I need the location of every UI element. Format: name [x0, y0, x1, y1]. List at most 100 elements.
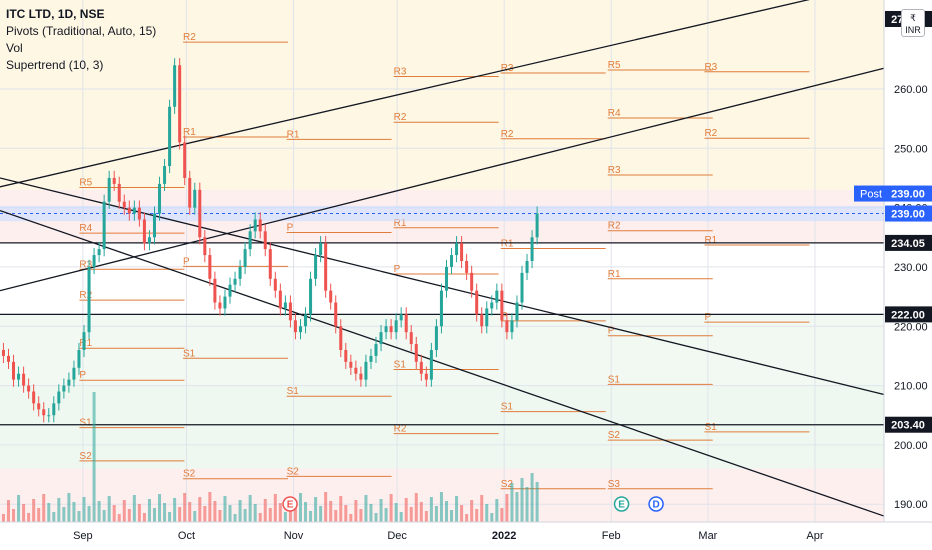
pivot-label: P [501, 311, 508, 322]
pivot-label: R5 [79, 177, 92, 188]
currency-button[interactable]: ₹ INR [901, 9, 925, 37]
pivot-label: R3 [608, 165, 621, 176]
post-label: Post [860, 189, 882, 201]
currency-label: INR [905, 25, 921, 35]
candle [163, 166, 167, 184]
volume-bar [27, 513, 31, 522]
candle [137, 207, 141, 220]
pivot-label: S2 [79, 451, 92, 462]
candle [424, 373, 428, 380]
event-label: E [618, 500, 625, 511]
pivot-label: R2 [608, 221, 621, 232]
trend-line [0, 177, 885, 396]
candle [268, 249, 272, 279]
pivot-label: S1 [183, 348, 196, 359]
volume-bar [1, 514, 5, 522]
volume-bar [500, 508, 504, 522]
candle [293, 320, 297, 333]
candle [470, 272, 474, 291]
volume-bar [203, 506, 207, 522]
candle [505, 320, 509, 333]
candle [183, 142, 187, 178]
volume-bar [460, 505, 464, 522]
candle [208, 255, 212, 279]
volume-bar [62, 507, 66, 522]
candle [485, 308, 489, 327]
pivot-label: S1 [287, 386, 300, 397]
volume-bar [12, 509, 16, 522]
pivot-label: P [287, 223, 294, 234]
candle [394, 320, 398, 333]
volume-bar [434, 506, 438, 522]
candle [369, 355, 373, 362]
candle [263, 231, 267, 250]
candle [12, 361, 16, 380]
pivot-label: R4 [79, 223, 92, 234]
volume-bar [198, 497, 202, 522]
volume-bar [273, 494, 277, 522]
price-tick-label: 190.00 [894, 499, 928, 511]
volume-bar [142, 513, 146, 522]
time-axis-label: Feb [602, 530, 621, 542]
currency-icon: ₹ [910, 13, 916, 23]
volume-bar [505, 494, 509, 522]
indicator-pivots[interactable]: Pivots (Traditional, Auto, 15) [6, 24, 157, 38]
candle [47, 415, 51, 417]
price-badge [885, 306, 932, 323]
volume-bar [57, 498, 61, 522]
candle [535, 213, 539, 238]
candle [117, 183, 121, 202]
pivot-label: P [704, 312, 711, 323]
candle [273, 278, 277, 291]
volume-bar [304, 502, 308, 522]
price-badge-label: 234.05 [891, 238, 925, 250]
volume-bar [450, 510, 454, 522]
pivot-label: S2 [501, 479, 514, 490]
pivot-label: R1 [704, 235, 717, 246]
candle [465, 261, 469, 273]
candle [495, 290, 499, 303]
volume-bar [112, 505, 116, 522]
volume-bar [495, 499, 499, 522]
candle [92, 255, 96, 267]
candle [334, 302, 338, 327]
volume-bar [334, 510, 338, 522]
time-axis-label: Oct [178, 530, 195, 542]
price-tick-label: 200.00 [894, 440, 928, 452]
pivot-label: S1 [394, 360, 407, 371]
volume-bar [263, 499, 267, 522]
volume-bar [394, 503, 398, 522]
candle [258, 219, 262, 232]
candle [17, 373, 21, 380]
volume-bar [243, 509, 247, 522]
pivot-label: R2 [394, 424, 407, 435]
indicator-volume[interactable]: Vol [6, 41, 23, 55]
volume-bar [223, 496, 227, 522]
candle [233, 278, 237, 285]
indicator-supertrend[interactable]: Supertrend (10, 3) [6, 58, 104, 72]
volume-bar [414, 493, 418, 522]
volume-bar [42, 494, 46, 522]
candle [188, 177, 192, 208]
candle [409, 332, 413, 345]
candle [67, 379, 71, 386]
volume-bar [293, 507, 297, 522]
volume-bar [309, 511, 313, 522]
price-tick-label: 210.00 [894, 381, 928, 393]
volume-bar [158, 494, 162, 522]
candle [490, 302, 494, 309]
candle [324, 243, 328, 291]
candle [500, 290, 504, 321]
volume-bar [490, 513, 494, 522]
volume-bar [163, 503, 167, 522]
volume-bar [72, 502, 76, 522]
volume-bar [32, 499, 36, 522]
symbol-title[interactable]: ITC LTD, 1D, NSE [6, 7, 105, 21]
volume-bar [132, 495, 136, 522]
volume-bar [87, 506, 91, 522]
candle [218, 302, 222, 309]
pivot-label: S2 [183, 469, 196, 480]
volume-bar [152, 508, 156, 522]
